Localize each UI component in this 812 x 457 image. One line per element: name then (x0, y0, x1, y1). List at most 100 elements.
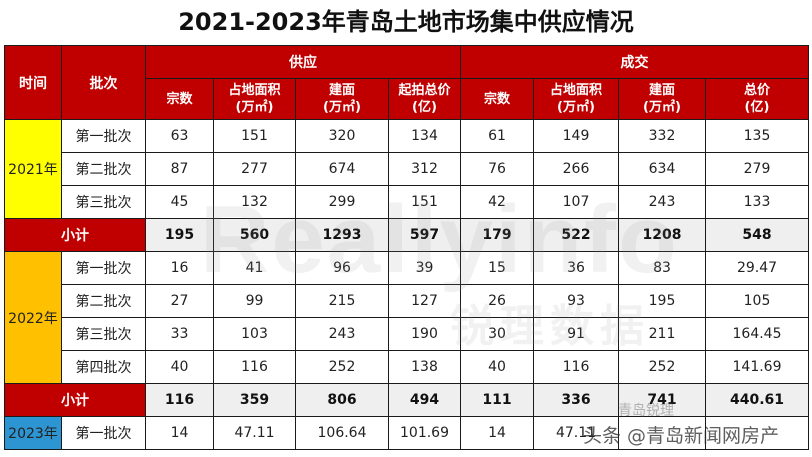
value-cell: 279 (705, 152, 809, 186)
table-row: 第三批次 33 103 243 190 30 91 211 164.45 (5, 317, 809, 351)
subtotal-cell: 522 (533, 218, 619, 252)
header-time: 时间 (4, 45, 62, 120)
subtotal-row-2022: 小计 116 359 806 494 111 336 741 440.61 (4, 383, 809, 417)
subtotal-cell: 116 (145, 383, 214, 417)
subtotal-cell: 806 (295, 383, 389, 417)
value-cell: 61 (460, 119, 534, 153)
value-cell: 215 (295, 284, 389, 318)
subtotal-cell: 111 (460, 383, 534, 417)
subtotal-cell: 440.61 (705, 383, 809, 417)
table-row: 第二批次 87 277 674 312 76 266 634 279 (5, 152, 809, 186)
table-row: 第三批次 45 132 299 151 42 107 243 133 (5, 185, 809, 219)
header-deal-count: 宗数 (460, 78, 534, 120)
table-row: 2022年 第一批次 16 41 96 39 15 36 83 29.47 (4, 251, 809, 384)
value-cell: 47.11 (533, 416, 619, 450)
header-deal-total-price: 总价 (亿) (705, 78, 809, 120)
value-cell: 299 (295, 185, 389, 219)
value-cell (705, 416, 809, 450)
table-row: 2023年 第一批次 14 47.11 106.64 101.69 14 47.… (4, 416, 809, 450)
value-cell: 312 (388, 152, 461, 186)
value-cell (618, 416, 706, 450)
value-cell: 332 (618, 119, 706, 153)
value-cell: 99 (213, 284, 296, 318)
subtotal-cell: 1208 (618, 218, 706, 252)
subtotal-cell: 494 (388, 383, 461, 417)
value-cell: 103 (213, 317, 296, 351)
value-cell: 190 (388, 317, 461, 351)
value-cell: 116 (533, 350, 619, 384)
value-cell: 91 (533, 317, 619, 351)
value-cell: 15 (460, 251, 534, 285)
value-cell: 634 (618, 152, 706, 186)
value-cell: 30 (460, 317, 534, 351)
value-cell: 138 (388, 350, 461, 384)
value-cell: 149 (533, 119, 619, 153)
header-deal-group: 成交 (460, 45, 809, 79)
page-title: 2021-2023年青岛土地市场集中供应情况 (178, 8, 634, 36)
value-cell: 76 (460, 152, 534, 186)
header-supply-start-price: 起拍总价 (亿) (388, 78, 461, 120)
value-cell: 27 (145, 284, 214, 318)
value-cell: 164.45 (705, 317, 809, 351)
table-row: 2021年 第一批次 63 151 320 134 61 149 332 135 (4, 119, 809, 219)
batch-cell: 第一批次 (61, 119, 146, 153)
value-cell: 87 (145, 152, 214, 186)
batch-cell: 第一批次 (61, 416, 146, 450)
value-cell: 36 (533, 251, 619, 285)
value-cell: 41 (213, 251, 296, 285)
value-cell: 243 (618, 185, 706, 219)
subtotal-cell: 560 (213, 218, 296, 252)
header-supply-land-area: 占地面积 (万㎡) (213, 78, 296, 120)
value-cell: 105 (705, 284, 809, 318)
value-cell: 14 (145, 416, 214, 450)
subtotal-cell: 359 (213, 383, 296, 417)
batch-cell: 第三批次 (61, 317, 146, 351)
value-cell: 29.47 (705, 251, 809, 285)
value-cell: 127 (388, 284, 461, 318)
table-row: 第四批次 40 116 252 138 40 116 252 141.69 (5, 350, 809, 384)
subtotal-row-2021: 小计 195 560 1293 597 179 522 1208 548 (4, 218, 809, 252)
value-cell: 106.64 (295, 416, 389, 450)
subtotal-cell: 195 (145, 218, 214, 252)
header-supply-count: 宗数 (145, 78, 214, 120)
value-cell: 133 (705, 185, 809, 219)
value-cell: 132 (213, 185, 296, 219)
value-cell: 134 (388, 119, 461, 153)
subtotal-cell: 548 (705, 218, 809, 252)
value-cell: 135 (705, 119, 809, 153)
header-batch: 批次 (61, 45, 146, 120)
value-cell: 243 (295, 317, 389, 351)
value-cell: 211 (618, 317, 706, 351)
value-cell: 116 (213, 350, 296, 384)
value-cell: 320 (295, 119, 389, 153)
value-cell: 101.69 (388, 416, 461, 450)
value-cell: 45 (145, 185, 214, 219)
batch-cell: 第一批次 (61, 251, 146, 285)
value-cell: 93 (533, 284, 619, 318)
value-cell: 151 (388, 185, 461, 219)
header-deal-building-area: 建面 (万㎡) (618, 78, 706, 120)
subtotal-cell: 1293 (295, 218, 389, 252)
subtotal-label: 小计 (4, 383, 146, 417)
year-cell-2023: 2023年 (4, 416, 62, 450)
value-cell: 16 (145, 251, 214, 285)
value-cell: 151 (213, 119, 296, 153)
value-cell: 33 (145, 317, 214, 351)
subtotal-cell: 597 (388, 218, 461, 252)
value-cell: 39 (388, 251, 461, 285)
header-supply-group: 供应 (145, 45, 461, 79)
value-cell: 252 (618, 350, 706, 384)
value-cell: 107 (533, 185, 619, 219)
value-cell: 42 (460, 185, 534, 219)
value-cell: 195 (618, 284, 706, 318)
supply-table: 时间 批次 供应 成交 宗数 占地面积 (万㎡) 建面 (万㎡) 起拍总价 (亿) 宗… (4, 45, 809, 450)
subtotal-cell: 336 (533, 383, 619, 417)
subtotal-cell: 741 (618, 383, 706, 417)
value-cell: 96 (295, 251, 389, 285)
value-cell: 83 (618, 251, 706, 285)
batch-cell: 第三批次 (61, 185, 146, 219)
value-cell: 47.11 (213, 416, 296, 450)
subtotal-cell: 179 (460, 218, 534, 252)
value-cell: 63 (145, 119, 214, 153)
value-cell: 14 (460, 416, 534, 450)
